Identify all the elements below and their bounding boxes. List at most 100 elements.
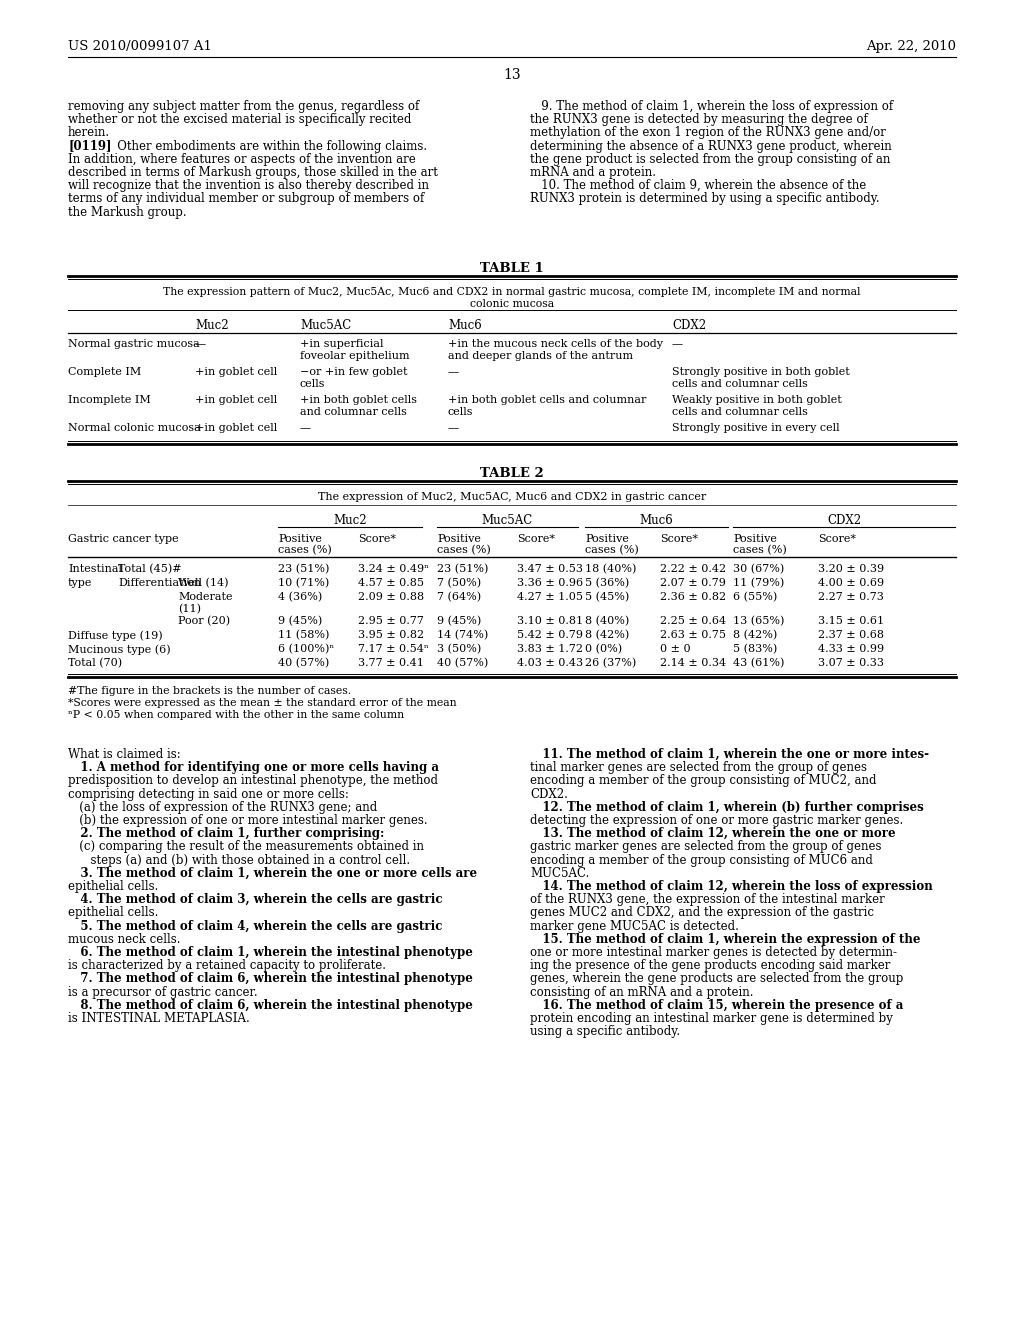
Text: 3.24 ± 0.49ⁿ: 3.24 ± 0.49ⁿ: [358, 564, 429, 574]
Text: +in goblet cell: +in goblet cell: [195, 395, 278, 405]
Text: —: —: [672, 339, 683, 348]
Text: 7 (64%): 7 (64%): [437, 591, 481, 602]
Text: 4.27 ± 1.05: 4.27 ± 1.05: [517, 591, 583, 602]
Text: 3.20 ± 0.39: 3.20 ± 0.39: [818, 564, 884, 574]
Text: is characterized by a retained capacity to proliferate.: is characterized by a retained capacity …: [68, 960, 386, 973]
Text: 40 (57%): 40 (57%): [437, 657, 488, 668]
Text: 5 (83%): 5 (83%): [733, 644, 777, 655]
Text: Muc5AC: Muc5AC: [300, 319, 351, 333]
Text: (a) the loss of expression of the RUNX3 gene; and: (a) the loss of expression of the RUNX3 …: [68, 801, 377, 814]
Text: Score*: Score*: [660, 535, 698, 544]
Text: TABLE 1: TABLE 1: [480, 261, 544, 275]
Text: 4.33 ± 0.99: 4.33 ± 0.99: [818, 644, 884, 653]
Text: 8 (42%): 8 (42%): [585, 630, 630, 640]
Text: 10. The method of claim 9, wherein the absence of the: 10. The method of claim 9, wherein the a…: [530, 180, 866, 193]
Text: 26 (37%): 26 (37%): [585, 657, 636, 668]
Text: Weakly positive in both goblet: Weakly positive in both goblet: [672, 395, 842, 405]
Text: 4.00 ± 0.69: 4.00 ± 0.69: [818, 578, 884, 587]
Text: —: —: [449, 367, 459, 378]
Text: —: —: [449, 422, 459, 433]
Text: Positive: Positive: [733, 535, 777, 544]
Text: (b) the expression of one or more intestinal marker genes.: (b) the expression of one or more intest…: [68, 814, 428, 828]
Text: 9 (45%): 9 (45%): [437, 616, 481, 626]
Text: —: —: [195, 339, 206, 348]
Text: cells and columnar cells: cells and columnar cells: [672, 407, 808, 417]
Text: CDX2.: CDX2.: [530, 788, 568, 801]
Text: Strongly positive in every cell: Strongly positive in every cell: [672, 422, 840, 433]
Text: mucous neck cells.: mucous neck cells.: [68, 933, 180, 946]
Text: 3 (50%): 3 (50%): [437, 644, 481, 655]
Text: 2.95 ± 0.77: 2.95 ± 0.77: [358, 616, 424, 626]
Text: Apr. 22, 2010: Apr. 22, 2010: [866, 40, 956, 53]
Text: #The figure in the brackets is the number of cases.: #The figure in the brackets is the numbe…: [68, 686, 351, 696]
Text: is a precursor of gastric cancer.: is a precursor of gastric cancer.: [68, 986, 258, 999]
Text: 3.36 ± 0.96: 3.36 ± 0.96: [517, 578, 583, 587]
Text: Muc2: Muc2: [333, 513, 367, 527]
Text: RUNX3 protein is determined by using a specific antibody.: RUNX3 protein is determined by using a s…: [530, 193, 880, 206]
Text: steps (a) and (b) with those obtained in a control cell.: steps (a) and (b) with those obtained in…: [68, 854, 411, 867]
Text: cases (%): cases (%): [733, 545, 786, 556]
Text: 6 (55%): 6 (55%): [733, 591, 777, 602]
Text: Positive: Positive: [278, 535, 322, 544]
Text: foveolar epithelium: foveolar epithelium: [300, 351, 410, 360]
Text: the gene product is selected from the group consisting of an: the gene product is selected from the gr…: [530, 153, 891, 166]
Text: 7. The method of claim 6, wherein the intestinal phenotype: 7. The method of claim 6, wherein the in…: [68, 973, 473, 986]
Text: +in both goblet cells and columnar: +in both goblet cells and columnar: [449, 395, 646, 405]
Text: cases (%): cases (%): [278, 545, 332, 556]
Text: 14. The method of claim 12, wherein the loss of expression: 14. The method of claim 12, wherein the …: [530, 880, 933, 894]
Text: ⁿP < 0.05 when compared with the other in the same column: ⁿP < 0.05 when compared with the other i…: [68, 710, 404, 719]
Text: encoding a member of the group consisting of MUC6 and: encoding a member of the group consistin…: [530, 854, 872, 867]
Text: 23 (51%): 23 (51%): [278, 564, 330, 574]
Text: described in terms of Markush groups, those skilled in the art: described in terms of Markush groups, th…: [68, 166, 438, 180]
Text: type: type: [68, 578, 92, 587]
Text: 15. The method of claim 1, wherein the expression of the: 15. The method of claim 1, wherein the e…: [530, 933, 921, 946]
Text: comprising detecting in said one or more cells:: comprising detecting in said one or more…: [68, 788, 349, 801]
Text: +in the mucous neck cells of the body: +in the mucous neck cells of the body: [449, 339, 663, 348]
Text: 16. The method of claim 15, wherein the presence of a: 16. The method of claim 15, wherein the …: [530, 999, 903, 1012]
Text: 30 (67%): 30 (67%): [733, 564, 784, 574]
Text: the Markush group.: the Markush group.: [68, 206, 186, 219]
Text: consisting of an mRNA and a protein.: consisting of an mRNA and a protein.: [530, 986, 754, 999]
Text: of the RUNX3 gene, the expression of the intestinal marker: of the RUNX3 gene, the expression of the…: [530, 894, 885, 907]
Text: 9 (45%): 9 (45%): [278, 616, 323, 626]
Text: is INTESTINAL METAPLASIA.: is INTESTINAL METAPLASIA.: [68, 1012, 250, 1026]
Text: 5.42 ± 0.79: 5.42 ± 0.79: [517, 630, 583, 640]
Text: US 2010/0099107 A1: US 2010/0099107 A1: [68, 40, 212, 53]
Text: 8 (40%): 8 (40%): [585, 616, 630, 626]
Text: gastric marker genes are selected from the group of genes: gastric marker genes are selected from t…: [530, 841, 882, 854]
Text: Score*: Score*: [358, 535, 396, 544]
Text: 3.83 ± 1.72: 3.83 ± 1.72: [517, 644, 583, 653]
Text: 23 (51%): 23 (51%): [437, 564, 488, 574]
Text: Normal gastric mucosa: Normal gastric mucosa: [68, 339, 200, 348]
Text: 8 (42%): 8 (42%): [733, 630, 777, 640]
Text: 3.95 ± 0.82: 3.95 ± 0.82: [358, 630, 424, 640]
Text: Positive: Positive: [585, 535, 629, 544]
Text: methylation of the exon 1 region of the RUNX3 gene and/or: methylation of the exon 1 region of the …: [530, 127, 886, 140]
Text: 5 (45%): 5 (45%): [585, 591, 630, 602]
Text: Well (14): Well (14): [178, 578, 228, 589]
Text: and deeper glands of the antrum: and deeper glands of the antrum: [449, 351, 633, 360]
Text: Mucinous type (6): Mucinous type (6): [68, 644, 171, 655]
Text: Total (45)#: Total (45)#: [118, 564, 181, 574]
Text: 3.07 ± 0.33: 3.07 ± 0.33: [818, 657, 884, 668]
Text: cells: cells: [449, 407, 473, 417]
Text: 2.37 ± 0.68: 2.37 ± 0.68: [818, 630, 884, 640]
Text: In addition, where features or aspects of the invention are: In addition, where features or aspects o…: [68, 153, 416, 166]
Text: 40 (57%): 40 (57%): [278, 657, 330, 668]
Text: 3.10 ± 0.81: 3.10 ± 0.81: [517, 616, 583, 626]
Text: TABLE 2: TABLE 2: [480, 467, 544, 480]
Text: Muc6: Muc6: [449, 319, 481, 333]
Text: cases (%): cases (%): [585, 545, 639, 556]
Text: Muc6: Muc6: [640, 513, 674, 527]
Text: 2.22 ± 0.42: 2.22 ± 0.42: [660, 564, 726, 574]
Text: 8. The method of claim 6, wherein the intestinal phenotype: 8. The method of claim 6, wherein the in…: [68, 999, 473, 1012]
Text: 2.36 ± 0.82: 2.36 ± 0.82: [660, 591, 726, 602]
Text: 1. A method for identifying one or more cells having a: 1. A method for identifying one or more …: [68, 762, 439, 775]
Text: What is claimed is:: What is claimed is:: [68, 748, 181, 762]
Text: and columnar cells: and columnar cells: [300, 407, 407, 417]
Text: 12. The method of claim 1, wherein (b) further comprises: 12. The method of claim 1, wherein (b) f…: [530, 801, 924, 814]
Text: Muc2: Muc2: [195, 319, 228, 333]
Text: removing any subject matter from the genus, regardless of: removing any subject matter from the gen…: [68, 100, 419, 114]
Text: 2.63 ± 0.75: 2.63 ± 0.75: [660, 630, 726, 640]
Text: 13: 13: [503, 69, 521, 82]
